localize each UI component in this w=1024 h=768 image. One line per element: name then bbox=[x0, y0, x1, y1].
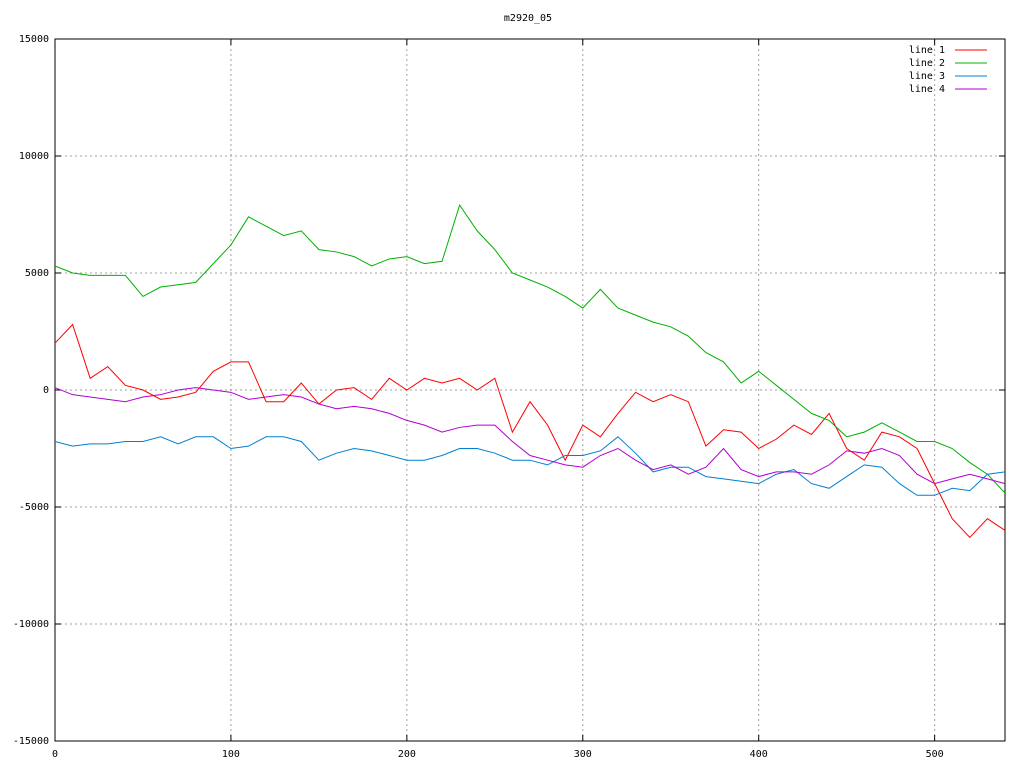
series-line bbox=[54, 323, 1006, 539]
y-tick-label: 15000 bbox=[19, 34, 49, 45]
y-tick-label: -10000 bbox=[13, 619, 49, 630]
x-tick-label: 400 bbox=[750, 749, 768, 760]
series-line bbox=[54, 436, 1006, 496]
y-tick-label: 5000 bbox=[25, 268, 49, 279]
legend-label: line 1 bbox=[909, 45, 945, 56]
x-tick-label: 100 bbox=[222, 749, 240, 760]
y-tick-label: 0 bbox=[43, 385, 49, 396]
series-line bbox=[54, 387, 1006, 485]
y-tick-label: 10000 bbox=[19, 151, 49, 162]
legend-label: line 3 bbox=[909, 71, 945, 82]
x-tick-label: 500 bbox=[926, 749, 944, 760]
y-tick-label: -5000 bbox=[19, 502, 49, 513]
y-tick-label: -15000 bbox=[13, 736, 49, 747]
legend-label: line 4 bbox=[909, 84, 945, 95]
series-line bbox=[54, 204, 1006, 494]
x-tick-label: 300 bbox=[574, 749, 592, 760]
x-tick-label: 200 bbox=[398, 749, 416, 760]
legend-label: line 2 bbox=[909, 58, 945, 69]
x-tick-label: 0 bbox=[52, 749, 58, 760]
chart-title: m2920_05 bbox=[504, 13, 552, 24]
